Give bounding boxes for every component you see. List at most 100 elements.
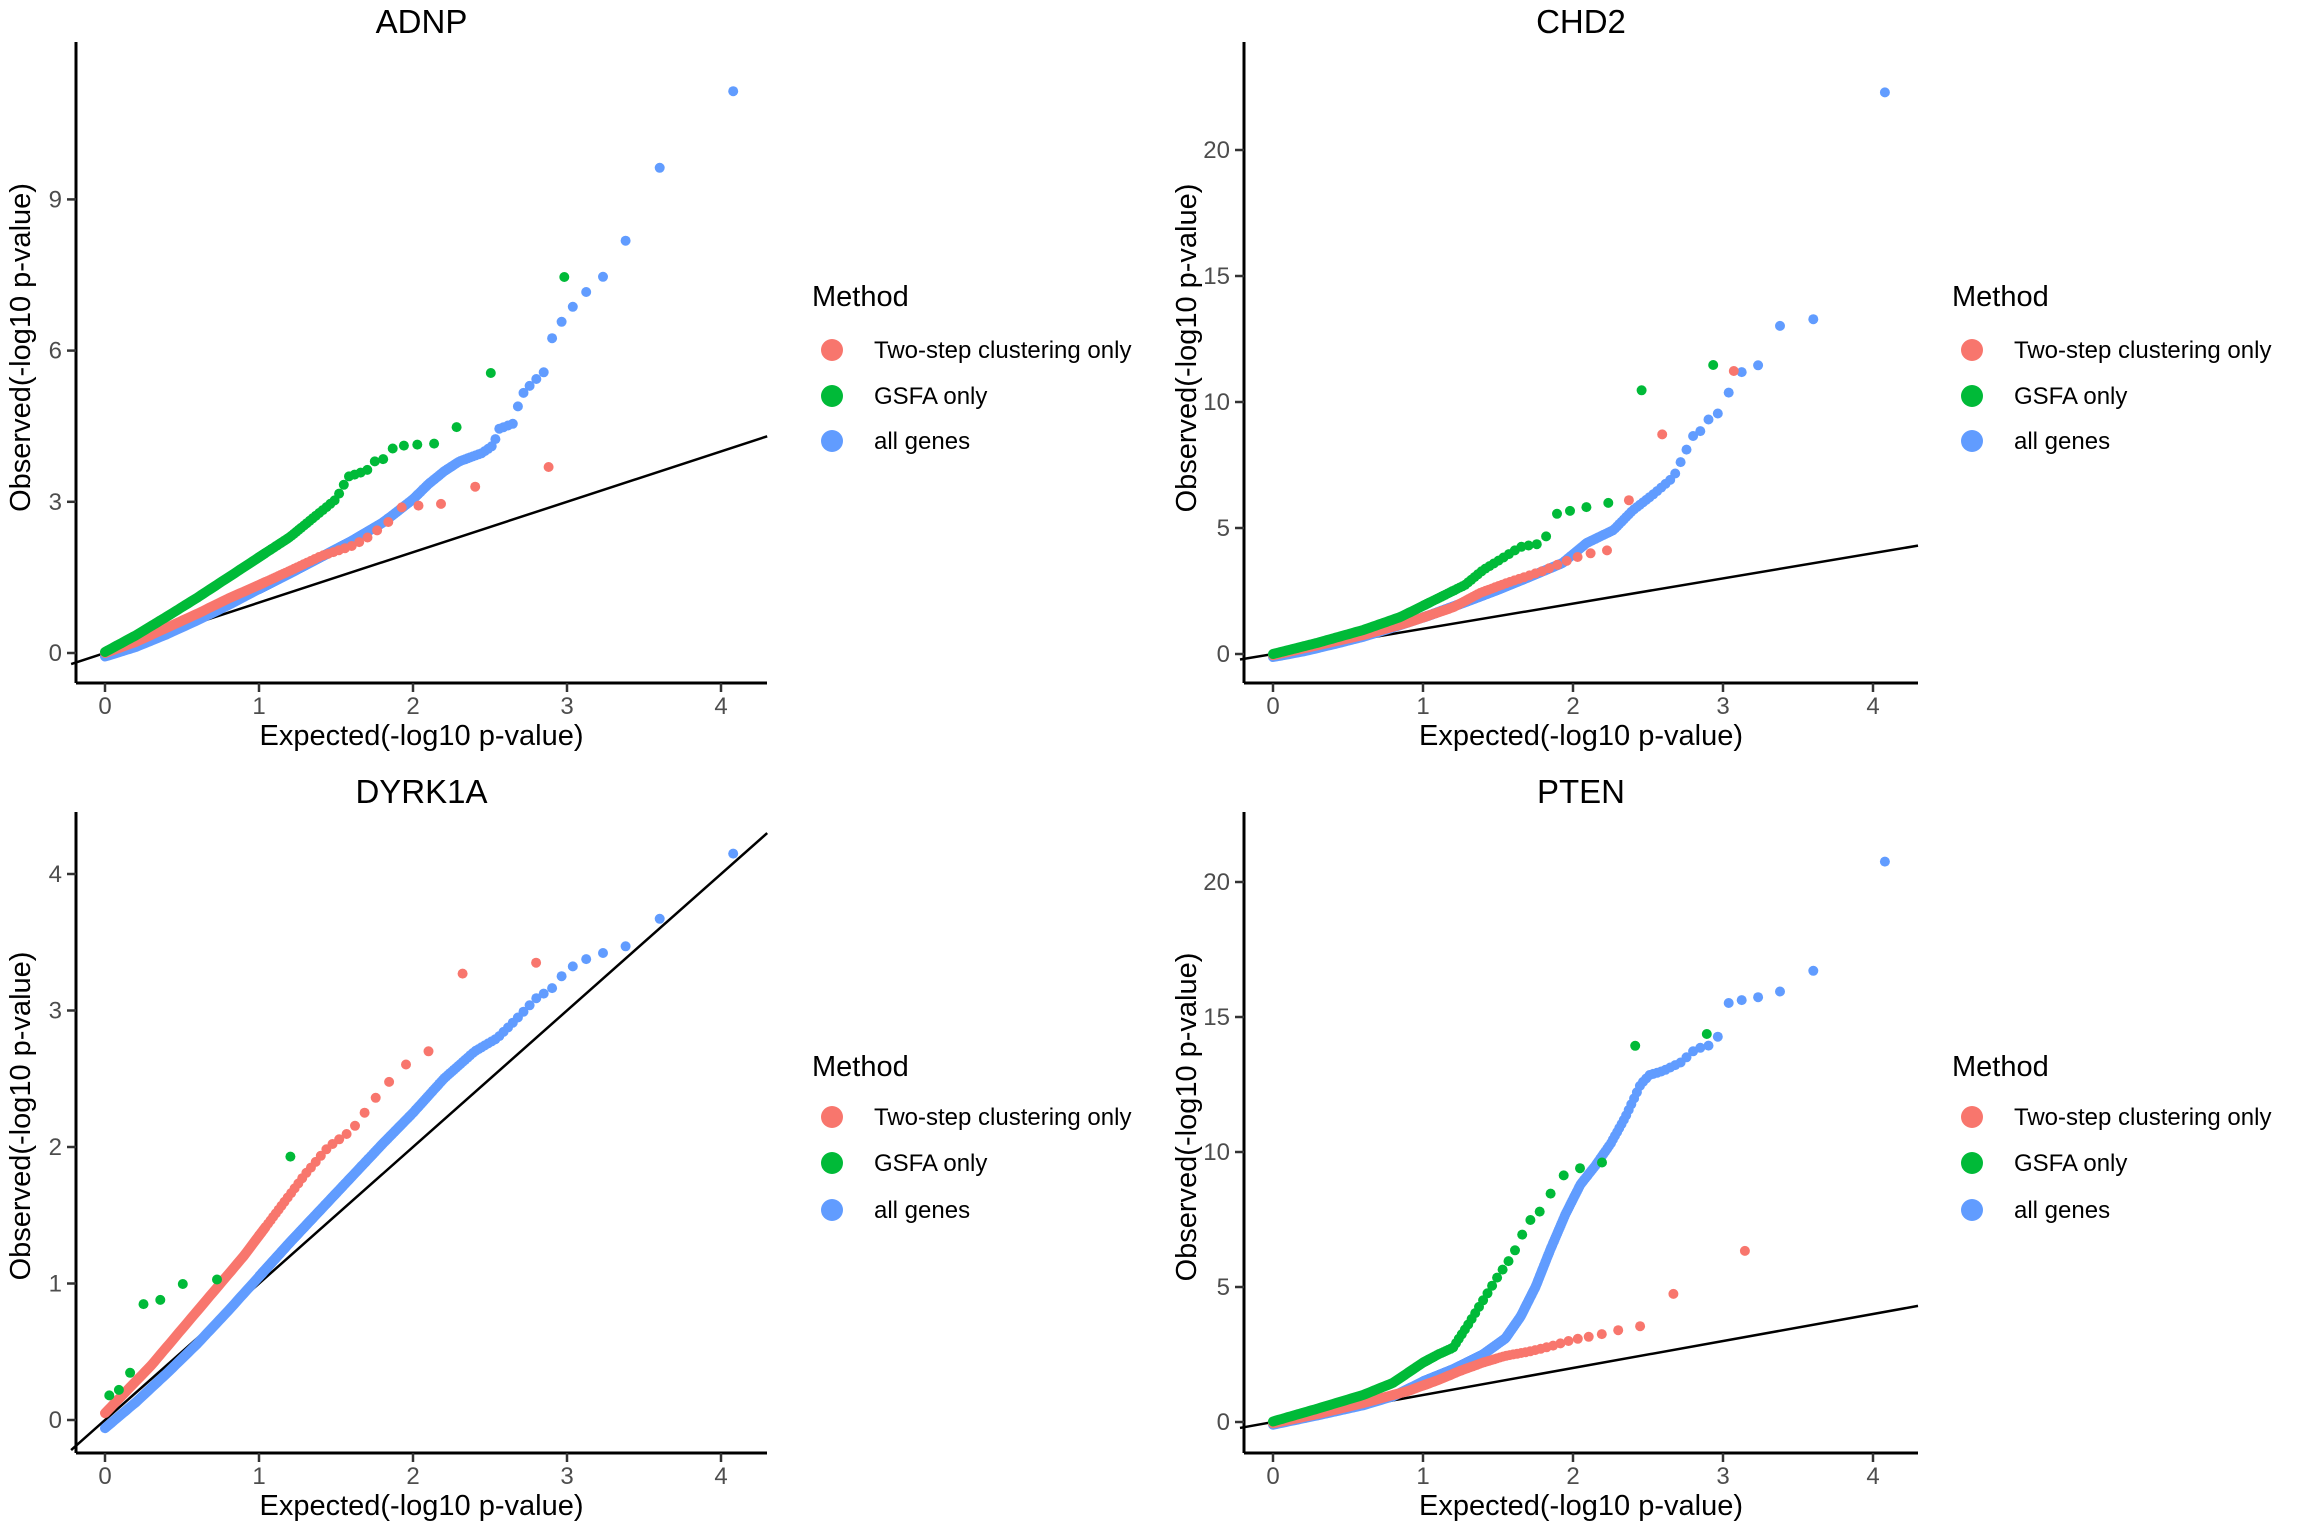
data-point [354, 537, 365, 548]
x-tick-label: 4 [714, 1463, 727, 1490]
data-point [350, 1120, 360, 1131]
data-point [1703, 1040, 1714, 1051]
data-point [104, 1390, 115, 1401]
data-point [1723, 998, 1734, 1008]
x-tick-label: 2 [406, 693, 419, 720]
data-point [598, 948, 608, 958]
legend-key-icon [1961, 1152, 1983, 1174]
y-axis-title: Observed(-log10 p-value) [5, 952, 37, 1281]
data-point [556, 971, 567, 982]
data-point [212, 1274, 222, 1285]
data-point [1597, 1157, 1607, 1168]
data-point [1775, 320, 1785, 331]
data-point [1708, 360, 1719, 370]
data-point [1695, 426, 1706, 437]
data-point [518, 387, 529, 398]
x-axis-title: Expected(-log10 p-value) [1419, 1490, 1743, 1522]
legend: Method Two-step clustering only GSFA only a… [1952, 281, 2271, 455]
data-point [1418, 612, 1429, 623]
panel-chd2: CHD2 0 1 2 3 4 0 5 10 15 20 Expected(-log10 p-value… [1171, 3, 2271, 752]
data-point [113, 1384, 124, 1395]
data-point [567, 301, 578, 312]
data-point [1613, 1325, 1624, 1336]
data-point [1572, 1333, 1583, 1344]
data-point [413, 500, 424, 511]
data-point [654, 162, 665, 173]
data-point [429, 438, 440, 449]
data-point [1541, 531, 1552, 542]
data-point [1808, 314, 1819, 325]
y-tick-label: 5 [1217, 515, 1230, 542]
data-point [598, 271, 608, 282]
panel-dyrk1a: DYRK1A 0 1 2 3 4 0 1 2 3 4 Expected(-log10 p-value)… [5, 773, 1131, 1522]
legend-item-label: all genes [874, 428, 970, 455]
data-point [369, 456, 380, 467]
legend-item-label: Two-step clustering only [2014, 1104, 2271, 1131]
data-point [125, 1367, 136, 1378]
legend-key-icon [821, 1152, 843, 1174]
x-tick-label: 0 [1266, 1463, 1279, 1490]
data-point [1630, 1040, 1641, 1051]
data-point [1563, 1336, 1574, 1346]
data-point [372, 525, 383, 536]
series-two-step-clustering-only [100, 957, 542, 1419]
data-point [1728, 366, 1739, 376]
data-point [1723, 387, 1734, 398]
data-point [1736, 367, 1747, 378]
legend-key-icon [1961, 339, 1983, 361]
y-tick-label: 1 [49, 1271, 62, 1298]
x-tick-label: 4 [1866, 1463, 1879, 1490]
data-point [1552, 508, 1562, 519]
legend: Method Two-step clustering only GSFA only a… [812, 1051, 1131, 1224]
y-tick-label: 0 [1217, 1409, 1230, 1436]
data-point [384, 1076, 395, 1087]
y-tick-label: 4 [49, 861, 62, 888]
data-point [1703, 414, 1714, 425]
series-dense-band [1268, 1354, 1434, 1427]
data-point [1739, 1245, 1750, 1256]
legend-key-icon [1961, 385, 1983, 407]
legend: Method Two-step clustering only GSFA only a… [812, 281, 1131, 455]
legend-key-icon [1961, 1199, 1983, 1221]
legend-item-label: GSFA only [874, 1150, 987, 1177]
legend-item-label: GSFA only [2014, 383, 2127, 410]
data-point [254, 551, 265, 562]
data-point [1418, 1357, 1429, 1368]
data-point [396, 502, 407, 513]
data-point [1753, 360, 1764, 371]
series-all-genes [100, 848, 739, 1434]
data-point [254, 579, 265, 590]
data-point [620, 941, 631, 952]
data-point [538, 367, 549, 378]
y-axis-title: Observed(-log10 p-value) [1171, 953, 1203, 1282]
data-point [1712, 1031, 1723, 1042]
data-point [370, 1092, 381, 1103]
data-point [567, 961, 578, 972]
panel-title: DYRK1A [355, 773, 487, 810]
legend-item-label: all genes [874, 1197, 970, 1224]
x-axis-title: Expected(-log10 p-value) [259, 720, 583, 752]
x-tick-label: 0 [98, 693, 111, 720]
data-point [378, 454, 389, 465]
data-point [547, 333, 558, 344]
series-gsfa-only [1268, 1029, 1712, 1427]
data-point [1712, 408, 1723, 419]
data-point [538, 988, 549, 999]
data-point [401, 1059, 411, 1070]
data-point [470, 481, 481, 492]
data-point [1503, 1256, 1514, 1267]
panel-title: PTEN [1537, 773, 1625, 810]
legend-key-icon [1961, 1106, 1983, 1128]
y-tick-label: 2 [49, 1134, 62, 1161]
x-tick-label: 4 [714, 693, 727, 720]
data-point [1808, 965, 1819, 976]
data-point [543, 462, 554, 472]
data-point [559, 272, 570, 282]
data-point [1510, 1245, 1520, 1256]
data-point [451, 422, 462, 433]
legend-item-label: Two-step clustering only [874, 1104, 1131, 1131]
data-point [1545, 1188, 1556, 1199]
data-point [412, 439, 423, 450]
